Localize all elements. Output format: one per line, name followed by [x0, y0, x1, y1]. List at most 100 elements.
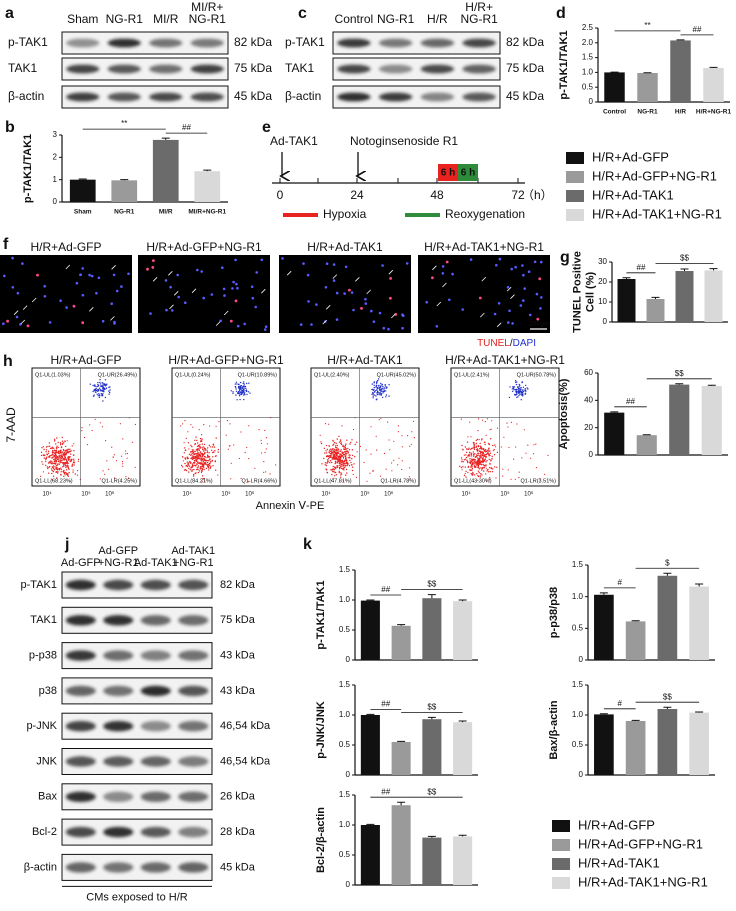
event: [375, 384, 378, 386]
event: [227, 448, 229, 450]
nucleus: [81, 293, 85, 297]
event: [197, 468, 199, 471]
event: [343, 460, 346, 463]
event: [465, 476, 467, 478]
pointer-arrow: [65, 264, 71, 270]
event: [240, 393, 243, 396]
nucleus: [332, 279, 336, 282]
event: [500, 446, 502, 448]
event: [479, 455, 481, 457]
event: [185, 458, 187, 460]
event: [462, 466, 464, 468]
event: [346, 450, 349, 452]
quadrant-label: Q1-UR(50.78%): [517, 372, 557, 378]
y-tick-label: 1.5: [572, 680, 584, 689]
event: [326, 459, 329, 461]
band: [103, 685, 134, 697]
event: [60, 468, 62, 471]
timeline-unit: （h）: [522, 188, 553, 202]
event: [380, 417, 382, 419]
event: [213, 446, 216, 448]
event: [243, 385, 245, 388]
event: [460, 457, 463, 459]
event: [73, 460, 75, 462]
event: [374, 391, 376, 393]
band: [178, 615, 209, 626]
nucleus: [405, 262, 409, 265]
event: [369, 472, 371, 474]
event: [484, 421, 486, 423]
event: [351, 458, 353, 460]
event: [385, 468, 387, 470]
event: [335, 456, 338, 459]
event: [331, 451, 333, 454]
event: [59, 444, 62, 446]
error-bar: [427, 835, 436, 838]
event: [481, 454, 483, 456]
event: [484, 449, 487, 451]
event: [184, 462, 186, 465]
event: [60, 449, 62, 451]
event: [242, 382, 244, 385]
event: [335, 466, 337, 469]
event: [343, 454, 346, 456]
event: [103, 391, 105, 393]
bar: [704, 270, 723, 322]
event: [491, 420, 493, 422]
size-label: 28 kDa: [220, 826, 256, 838]
phase-legend-label: Hypoxia: [323, 207, 367, 221]
significance-label: ##: [381, 787, 390, 796]
y-tick-label: 0: [579, 770, 584, 779]
event: [63, 463, 66, 465]
band: [66, 38, 100, 48]
event: [63, 451, 66, 453]
event: [52, 475, 55, 477]
event: [99, 422, 102, 424]
event: [74, 473, 77, 475]
event: [478, 472, 480, 474]
event: [340, 474, 342, 476]
event: [478, 468, 481, 470]
nucleus: [255, 271, 258, 274]
y-tick-label: 0: [346, 655, 351, 664]
tunel-cell: [348, 288, 351, 292]
event: [197, 444, 200, 447]
error-bar: [78, 178, 87, 180]
band: [140, 579, 171, 591]
nucleus: [325, 262, 329, 266]
event: [203, 455, 206, 458]
event: [372, 389, 375, 391]
event: [182, 456, 184, 458]
event: [338, 462, 341, 464]
event: [463, 474, 466, 477]
bar: [637, 72, 658, 102]
event: [478, 458, 481, 460]
event: [125, 450, 127, 452]
event: [202, 448, 204, 451]
event: [492, 468, 494, 470]
event: [535, 467, 538, 469]
event: [63, 453, 65, 455]
event: [324, 462, 327, 464]
event: [196, 442, 199, 444]
event: [334, 462, 336, 465]
event: [50, 462, 52, 465]
band: [420, 64, 455, 74]
event: [527, 388, 529, 390]
event: [181, 466, 184, 468]
y-tick-label: 1: [53, 175, 58, 184]
y-tick-label: 0.5: [339, 850, 351, 859]
event: [106, 383, 108, 385]
event: [371, 388, 373, 391]
band: [190, 64, 224, 74]
event: [331, 448, 334, 450]
event: [182, 423, 184, 425]
pointer-arrow: [355, 277, 360, 282]
event: [477, 470, 480, 472]
nucleus: [254, 305, 257, 309]
event: [477, 479, 479, 481]
pointer-arrow: [481, 276, 487, 282]
event: [206, 449, 208, 451]
event: [188, 464, 190, 466]
event: [97, 384, 99, 386]
